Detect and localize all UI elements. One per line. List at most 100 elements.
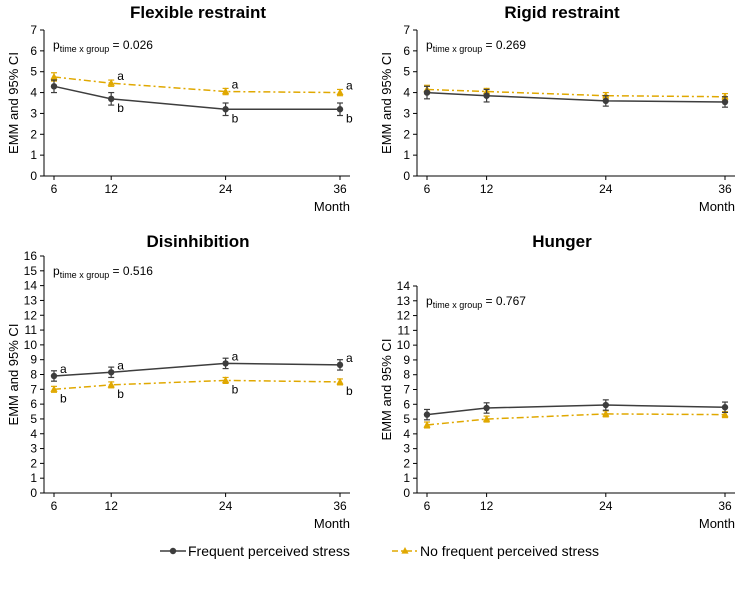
data-point (50, 72, 58, 80)
data-point (423, 420, 431, 428)
data-point (107, 79, 115, 86)
significance-label: a (232, 349, 239, 363)
series-no-frequent-stress (423, 409, 729, 429)
significance-label: b (346, 111, 353, 125)
series-line (53, 362, 341, 377)
p-symbol: p (53, 264, 60, 278)
p-value: = 0.767 (482, 294, 526, 308)
panel-title: Disinhibition (147, 232, 250, 251)
x-axis-label: Month (699, 199, 735, 214)
x-tick-label: 36 (718, 182, 732, 196)
x-axis-label: Month (699, 516, 735, 531)
y-tick-label: 0 (403, 169, 410, 183)
x-tick-label: 24 (599, 499, 613, 513)
data-point (222, 360, 229, 367)
x-tick-label: 6 (51, 499, 58, 513)
legend-marker (169, 547, 177, 555)
y-tick-label: 1 (403, 148, 410, 162)
x-axis-label: Month (314, 199, 350, 214)
significance-label: b (232, 382, 239, 396)
data-point (602, 401, 609, 409)
data-point (336, 106, 344, 113)
y-tick-label: 3 (403, 442, 410, 456)
data-point (336, 361, 344, 369)
y-tick-label: 0 (30, 486, 37, 500)
series-line (426, 91, 726, 103)
data-point (721, 98, 729, 106)
x-tick-label: 36 (333, 182, 347, 196)
x-tick-label: 12 (480, 499, 494, 513)
panel-title: Hunger (532, 232, 592, 251)
y-tick-label: 6 (30, 44, 37, 58)
x-tick-label: 24 (599, 182, 613, 196)
p-value-annotation: ptime x group = 0.269 (426, 38, 526, 54)
p-subscript: time x group (60, 44, 110, 54)
p-subscript: time x group (433, 44, 483, 54)
y-tick-label: 1 (30, 148, 37, 162)
y-tick-label: 11 (398, 323, 411, 337)
y-tick-label: 13 (24, 293, 38, 307)
y-tick-label: 5 (30, 65, 37, 79)
legend-item-1: Frequent perceived stress (160, 543, 350, 559)
significance-label: a (60, 362, 67, 376)
significance-label: a (117, 358, 124, 372)
significance-label: b (232, 111, 239, 125)
data-point (108, 95, 115, 103)
y-tick-label: 9 (30, 353, 37, 367)
y-tick-label: 10 (24, 338, 38, 352)
x-axis-label: Month (314, 516, 350, 531)
significance-label: a (232, 78, 239, 92)
x-tick-label: 36 (718, 499, 732, 513)
data-point (602, 97, 609, 105)
data-point (107, 380, 115, 388)
data-point (602, 409, 610, 417)
x-tick-label: 36 (333, 499, 347, 513)
data-point (483, 415, 491, 422)
data-point (483, 92, 490, 99)
y-tick-label: 4 (403, 427, 410, 441)
data-point (423, 89, 431, 96)
p-subscript: time x group (60, 270, 110, 280)
y-tick-label: 13 (397, 294, 411, 308)
y-axis-label: EMM and 95% CI (6, 324, 21, 426)
significance-label: a (117, 69, 124, 83)
panel-title: Flexible restraint (130, 3, 266, 22)
y-tick-label: 4 (403, 86, 410, 100)
y-tick-label: 3 (403, 106, 410, 120)
data-point (108, 369, 115, 376)
significance-label: b (117, 101, 124, 115)
y-tick-label: 1 (403, 471, 410, 485)
y-tick-label: 5 (403, 65, 410, 79)
p-symbol: p (53, 38, 60, 52)
data-point (50, 372, 58, 380)
significance-label: a (346, 79, 353, 93)
significance-label: a (346, 351, 353, 365)
x-tick-label: 12 (105, 182, 119, 196)
y-tick-label: 5 (30, 412, 37, 426)
y-tick-label: 9 (403, 353, 410, 367)
legend-label: No frequent perceived stress (420, 543, 599, 559)
y-tick-label: 5 (403, 412, 410, 426)
p-value-annotation: ptime x group = 0.767 (426, 294, 526, 310)
series-line (426, 404, 726, 416)
y-axis-label: EMM and 95% CI (6, 52, 21, 154)
y-tick-label: 2 (403, 127, 410, 141)
y-tick-label: 7 (30, 382, 37, 396)
y-tick-label: 11 (25, 323, 38, 337)
y-tick-label: 4 (30, 86, 37, 100)
y-tick-label: 7 (403, 23, 410, 37)
p-value-annotation: ptime x group = 0.026 (53, 38, 153, 54)
y-tick-label: 6 (403, 44, 410, 58)
y-tick-label: 14 (397, 279, 411, 293)
y-tick-label: 12 (397, 309, 411, 323)
y-tick-label: 8 (30, 368, 37, 382)
y-tick-label: 12 (24, 308, 38, 322)
x-tick-label: 6 (424, 499, 431, 513)
p-symbol: p (426, 38, 433, 52)
series-frequent-stress (423, 85, 729, 108)
y-tick-label: 4 (30, 427, 37, 441)
y-axis-label: EMM and 95% CI (379, 339, 394, 441)
